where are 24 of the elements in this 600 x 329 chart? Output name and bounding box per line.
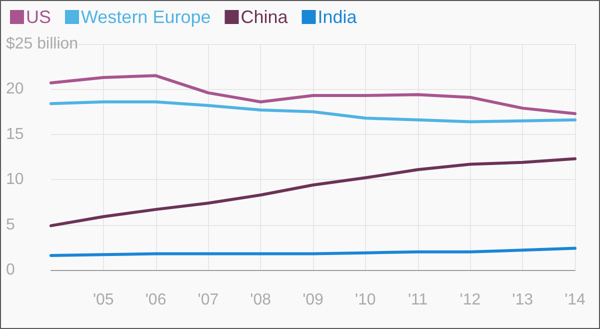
- x-tick-label: '06: [145, 292, 166, 308]
- line-series: [50, 74, 576, 116]
- x-tick-label: '10: [354, 292, 376, 308]
- x-tick-label: '07: [198, 292, 219, 308]
- legend-label: US: [26, 7, 52, 27]
- y-tick-label: 0: [6, 262, 15, 278]
- y-tick-label: 10: [6, 171, 24, 188]
- x-tick-label: '14: [564, 292, 586, 308]
- x-tick-label: '11: [408, 292, 428, 308]
- legend-label: China: [240, 7, 289, 27]
- x-tick-label: '12: [460, 292, 481, 308]
- x-tick-label: '09: [302, 292, 324, 308]
- x-tick-label: '05: [92, 292, 114, 308]
- y-tick-label: 5: [6, 216, 15, 234]
- legend-label: India: [318, 7, 358, 27]
- line-series: [50, 100, 576, 124]
- line-series: [50, 157, 576, 228]
- legend-label: Western Europe: [81, 7, 211, 27]
- y-tick-label: 15: [6, 126, 24, 143]
- x-tick-label: '13: [512, 292, 534, 308]
- y-tick-label: $25 billion: [6, 36, 78, 52]
- line-series: [50, 246, 576, 258]
- y-tick-label: 20: [6, 80, 24, 98]
- x-tick-label: '08: [250, 292, 272, 308]
